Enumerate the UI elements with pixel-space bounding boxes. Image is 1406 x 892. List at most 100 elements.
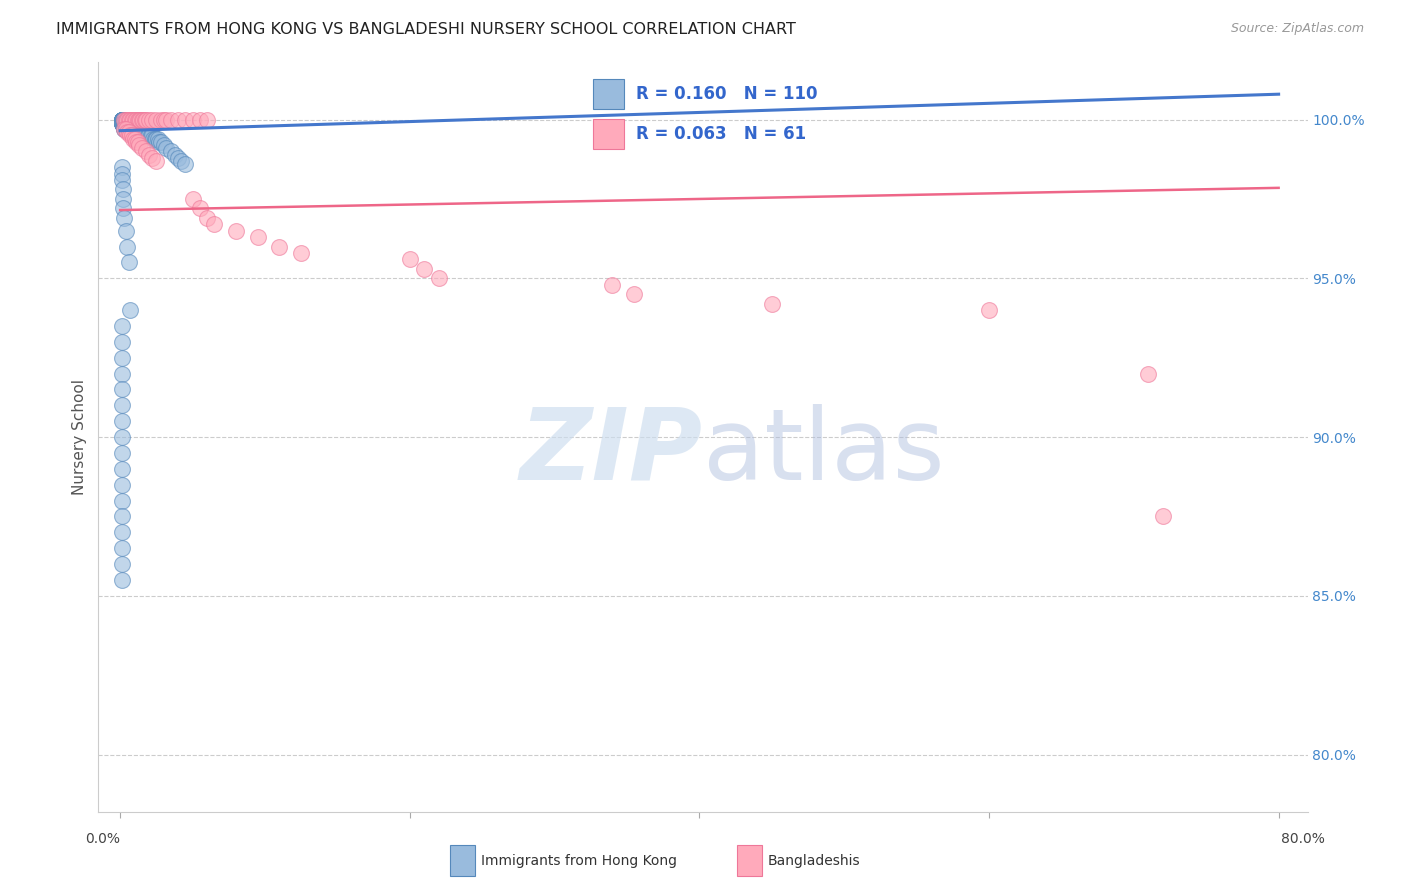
- Point: [112, 112, 135, 127]
- Point: [188, 112, 211, 127]
- Point: [125, 125, 148, 139]
- Point: [118, 125, 141, 139]
- Text: R = 0.063   N = 61: R = 0.063 N = 61: [636, 125, 806, 143]
- Point: [132, 122, 155, 136]
- Point: [114, 122, 136, 136]
- Point: [121, 119, 143, 133]
- Point: [114, 119, 136, 133]
- Point: [110, 541, 132, 556]
- Point: [128, 125, 150, 139]
- Point: [110, 477, 132, 491]
- Point: [110, 112, 132, 127]
- Point: [132, 112, 155, 127]
- Point: [225, 224, 247, 238]
- Point: [110, 334, 132, 349]
- Text: R = 0.160   N = 110: R = 0.160 N = 110: [636, 86, 817, 103]
- Point: [128, 138, 150, 153]
- Point: [159, 112, 181, 127]
- Point: [121, 112, 143, 127]
- Point: [124, 112, 146, 127]
- Point: [129, 125, 152, 139]
- Point: [121, 128, 143, 143]
- Point: [761, 297, 783, 311]
- Point: [152, 138, 174, 153]
- Point: [141, 128, 163, 143]
- Point: [138, 128, 160, 143]
- Point: [110, 116, 132, 130]
- Point: [181, 112, 204, 127]
- Point: [110, 462, 132, 476]
- Y-axis label: Nursery School: Nursery School: [72, 379, 87, 495]
- Point: [112, 182, 135, 196]
- Point: [110, 112, 132, 127]
- Point: [1152, 509, 1174, 524]
- Point: [134, 125, 156, 139]
- Point: [110, 398, 132, 412]
- Point: [141, 151, 163, 165]
- Point: [129, 112, 152, 127]
- Point: [117, 122, 139, 136]
- Point: [120, 122, 142, 136]
- Point: [138, 147, 160, 161]
- Text: 0.0%: 0.0%: [86, 832, 120, 846]
- Point: [110, 557, 132, 571]
- Point: [114, 122, 136, 136]
- Point: [124, 119, 146, 133]
- Point: [246, 230, 269, 244]
- Point: [120, 119, 142, 133]
- Point: [174, 157, 197, 171]
- Point: [120, 125, 142, 139]
- Point: [131, 112, 153, 127]
- Point: [125, 112, 148, 127]
- Text: Immigrants from Hong Kong: Immigrants from Hong Kong: [481, 854, 676, 868]
- Point: [110, 573, 132, 587]
- Point: [110, 116, 132, 130]
- Point: [110, 367, 132, 381]
- Point: [110, 414, 132, 428]
- Point: [125, 122, 148, 136]
- Point: [136, 128, 159, 143]
- Bar: [593, 79, 624, 110]
- Point: [155, 112, 177, 127]
- Point: [114, 116, 136, 130]
- Point: [134, 112, 156, 127]
- Point: [167, 151, 190, 165]
- Point: [114, 122, 136, 136]
- Point: [114, 211, 136, 225]
- Text: IMMIGRANTS FROM HONG KONG VS BANGLADESHI NURSERY SCHOOL CORRELATION CHART: IMMIGRANTS FROM HONG KONG VS BANGLADESHI…: [56, 22, 796, 37]
- Text: atlas: atlas: [703, 403, 945, 500]
- Point: [121, 125, 143, 139]
- Point: [118, 112, 141, 127]
- Point: [165, 147, 187, 161]
- Point: [135, 125, 157, 139]
- Point: [110, 116, 132, 130]
- Point: [602, 277, 624, 292]
- Point: [117, 116, 139, 130]
- Point: [112, 112, 135, 127]
- Bar: [737, 846, 762, 876]
- Point: [145, 131, 167, 145]
- Text: 80.0%: 80.0%: [1281, 832, 1326, 846]
- Point: [145, 153, 167, 168]
- Point: [120, 112, 142, 127]
- Point: [110, 116, 132, 130]
- Point: [115, 119, 138, 133]
- Point: [110, 116, 132, 130]
- Point: [114, 116, 136, 130]
- Point: [110, 525, 132, 540]
- Point: [128, 112, 150, 127]
- Point: [141, 112, 163, 127]
- Point: [110, 116, 132, 130]
- Point: [143, 131, 166, 145]
- Point: [129, 122, 152, 136]
- Point: [413, 261, 436, 276]
- Point: [110, 160, 132, 174]
- Point: [427, 271, 450, 285]
- Point: [1137, 367, 1160, 381]
- Text: Bangladeshis: Bangladeshis: [768, 854, 860, 868]
- Text: Source: ZipAtlas.com: Source: ZipAtlas.com: [1230, 22, 1364, 36]
- Point: [110, 112, 132, 127]
- Point: [112, 119, 135, 133]
- Point: [181, 192, 204, 206]
- Point: [118, 119, 141, 133]
